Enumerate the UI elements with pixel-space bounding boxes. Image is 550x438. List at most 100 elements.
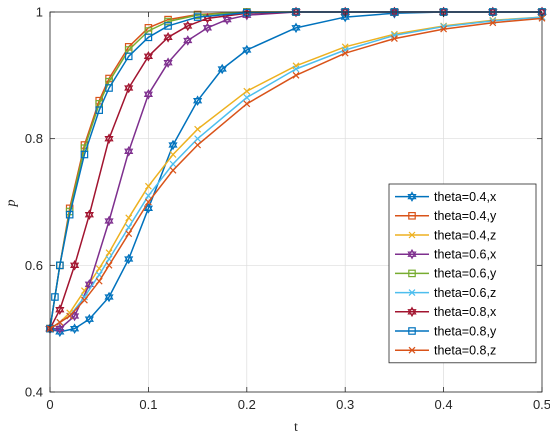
data-point: [104, 215, 114, 227]
data-point: [104, 133, 114, 144]
data-point: [124, 146, 134, 157]
x-tick-label: 0.3: [336, 397, 354, 412]
data-point: [194, 135, 202, 143]
legend-item: theta=0.4,x: [395, 190, 497, 204]
data-point: [169, 151, 177, 158]
series-8: [46, 14, 546, 333]
data-point: [124, 82, 134, 94]
legend-marker: [408, 346, 416, 354]
data-point: [194, 125, 202, 133]
data-point: [168, 139, 178, 151]
data-point: [193, 13, 202, 21]
data-point: [183, 35, 193, 46]
legend-item: theta=0.6,z: [395, 286, 496, 300]
data-point: [202, 22, 213, 34]
legend-marker: [408, 212, 416, 220]
legend-label: theta=0.6,y: [434, 267, 497, 281]
data-point: [488, 6, 498, 18]
data-point: [243, 100, 251, 108]
data-point: [81, 296, 88, 304]
data-point: [56, 261, 64, 270]
data-point: [217, 63, 227, 75]
data-point: [55, 323, 65, 334]
data-point: [169, 160, 177, 168]
legend-label: theta=0.4,z: [434, 228, 496, 242]
legend-item: theta=0.4,y: [395, 209, 497, 223]
legend-label: theta=0.8,y: [434, 324, 497, 338]
data-point: [143, 203, 153, 214]
data-point: [105, 261, 113, 269]
legend-marker: [408, 289, 416, 297]
y-tick-label: 0.6: [25, 258, 43, 273]
data-point: [144, 33, 153, 42]
data-point: [163, 57, 173, 68]
data-point: [56, 318, 64, 326]
data-point: [292, 71, 300, 79]
legend-label: theta=0.6,x: [434, 248, 497, 262]
data-point: [243, 87, 251, 95]
legend-marker: [408, 327, 416, 335]
series-layer: [45, 6, 547, 338]
x-tick-label: 0.2: [238, 397, 256, 412]
data-point: [291, 6, 301, 18]
data-point: [291, 22, 301, 34]
legend-item: theta=0.6,y: [395, 267, 497, 281]
data-point: [242, 44, 252, 56]
data-point: [84, 209, 94, 220]
data-point: [125, 230, 133, 238]
y-tick-label: 0.8: [25, 131, 43, 146]
y-tick-label: 1: [36, 5, 43, 20]
data-point: [70, 260, 80, 271]
x-tick-label: 0.5: [533, 397, 550, 412]
data-point: [95, 277, 103, 285]
legend-item: theta=0.8,z: [395, 344, 496, 358]
data-point: [390, 35, 398, 43]
y-tick-label: 0.4: [25, 385, 43, 400]
x-axis-label: t: [294, 420, 298, 435]
legend-marker: [407, 191, 417, 202]
series-line: [49, 11, 542, 333]
legend-item: theta=0.4,z: [395, 228, 496, 242]
legend-marker: [407, 248, 417, 260]
data-point: [292, 65, 300, 73]
data-point: [163, 32, 173, 43]
data-point: [164, 17, 172, 26]
data-point: [222, 14, 232, 25]
data-point: [65, 210, 74, 219]
legend-label: theta=0.6,z: [434, 286, 496, 300]
legend-item: theta=0.8,x: [395, 305, 497, 319]
axes-ticks: 0 0.1 0.2 0.3 0.4 0.5 0.4 0.6 0.8 1: [25, 5, 550, 413]
data-point: [489, 19, 497, 27]
data-point: [193, 95, 203, 106]
data-point: [84, 313, 94, 325]
data-point: [169, 166, 177, 174]
data-point: [143, 51, 153, 62]
data-point: [124, 52, 133, 61]
data-point: [144, 182, 152, 190]
data-point: [51, 293, 59, 301]
data-point: [105, 84, 113, 92]
data-point: [66, 312, 74, 320]
legend-marker: [408, 269, 416, 278]
data-point: [144, 192, 152, 200]
data-point: [55, 304, 65, 315]
legend-label: theta=0.4,y: [434, 209, 497, 223]
data-point: [80, 150, 89, 159]
legend-label: theta=0.8,x: [434, 305, 497, 319]
data-point: [389, 6, 399, 18]
data-point: [143, 89, 153, 100]
y-axis-label: p: [4, 200, 19, 208]
x-tick-label: 0.1: [139, 397, 157, 412]
x-tick-label: 0: [46, 397, 53, 412]
data-point: [440, 25, 448, 33]
data-point: [243, 94, 251, 101]
legend-label: theta=0.4,x: [434, 190, 497, 204]
legend-marker: [407, 306, 417, 318]
data-point: [70, 310, 80, 322]
legend-item: theta=0.8,y: [395, 324, 497, 338]
legend-label: theta=0.8,z: [434, 344, 496, 358]
data-point: [125, 214, 133, 222]
data-point: [95, 106, 104, 114]
plot-frame: [49, 11, 543, 393]
